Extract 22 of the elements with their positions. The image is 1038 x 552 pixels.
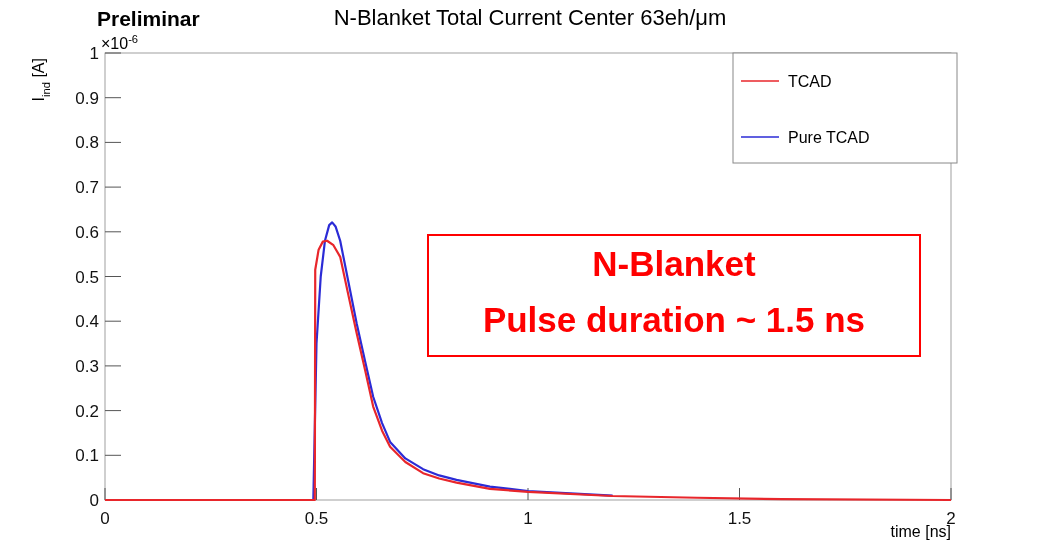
y-tick-label: 0.6 xyxy=(75,222,99,242)
text: Preliminar xyxy=(97,7,200,30)
annotation: N-Blanket Pulse duration ~ 1.5 ns xyxy=(482,244,866,339)
x-axis-title: time [ns] xyxy=(890,523,951,540)
y-tick-label: 0.8 xyxy=(75,133,99,153)
text: ×10$^{-6}$ xyxy=(101,33,139,52)
legend-label: Pure TCAD xyxy=(788,129,870,146)
chart-title: N-Blanket Total Current Center 63eh/μm xyxy=(333,5,727,30)
x-tick-label: 0.5 xyxy=(304,509,329,528)
line-series xyxy=(103,239,953,502)
y-tick-label: 0.1 xyxy=(75,446,99,466)
legend-label: TCAD xyxy=(788,73,832,90)
y-tick-label: 0.5 xyxy=(75,267,99,287)
y-tick-label: 0.7 xyxy=(75,178,99,198)
y-tick-label: 1 xyxy=(89,44,99,63)
y-tick-label: 0.2 xyxy=(75,401,99,421)
x-tick-label: 1 xyxy=(523,509,533,528)
x-tick-label: 1.5 xyxy=(727,509,752,528)
y-tick-label: 0.9 xyxy=(75,88,99,108)
y-tick-label: 0.4 xyxy=(75,312,99,332)
y-tick-label: 0.3 xyxy=(75,356,99,376)
y-tick-label: 0 xyxy=(89,491,99,510)
